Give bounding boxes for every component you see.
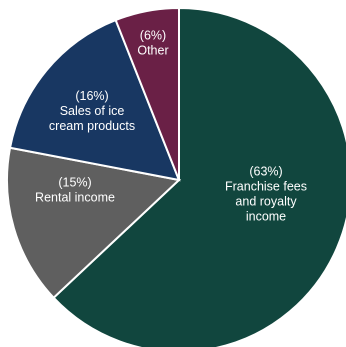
pie-slice-pct-3: (6%) <box>140 29 166 43</box>
pie-slice-label-0: (63%) Franchise fees and royalty income <box>225 165 307 224</box>
pie-slice-text-0-3: income <box>246 210 286 224</box>
pie-slice-text-2-2: cream products <box>49 119 135 133</box>
pie-slice-label-3: (6%) Other <box>137 29 168 58</box>
pie-slice-pct-1: (15%) <box>58 176 91 190</box>
pie-slice-text-2-1: Sales of ice <box>60 104 125 118</box>
pie-slice-pct-2: (16%) <box>75 89 108 103</box>
pie-slice-label-1: (15%) Rental income <box>35 176 115 205</box>
pie-labels: (63%) Franchise fees and royalty income (15%… <box>35 29 307 224</box>
pie-slice-pct-0: (63%) <box>249 165 282 179</box>
pie-slice-text-0-1: Franchise fees <box>225 180 307 194</box>
pie-slice-text-1-1: Rental income <box>35 191 115 205</box>
pie-slice-2 <box>8 18 181 182</box>
pie-slice-text-0-2: and royalty <box>235 195 297 209</box>
pie-slice-label-2: (16%) Sales of ice cream products <box>49 89 135 133</box>
pie-slice-text-3-1: Other <box>137 44 168 58</box>
pie-slice-1 <box>6 146 182 300</box>
pie-slices <box>6 6 346 347</box>
pie-slice-3 <box>114 6 180 181</box>
